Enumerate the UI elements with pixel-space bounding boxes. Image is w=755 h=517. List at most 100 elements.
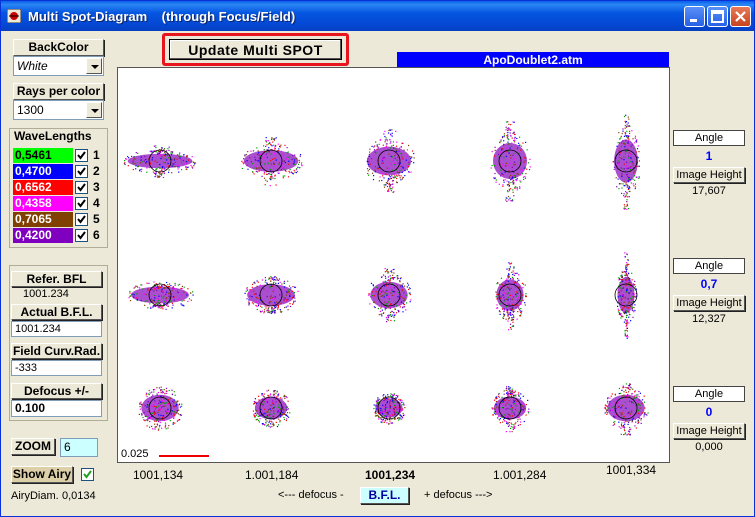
defocus-label: Defocus +/- [11,383,102,399]
bfl-position-1: 1001,134 [133,468,184,482]
close-button[interactable] [730,6,751,27]
image-height-label: Image Height [673,167,745,183]
chevron-down-icon[interactable] [86,58,102,74]
check-icon [83,470,92,479]
airy-diam-value: 0,0134 [62,490,96,502]
actual-bfl-field[interactable]: 1001.234 [11,321,102,337]
wavelength-row: 0,4200 6 [13,228,103,244]
spot-diagram-plot: 0.025 [117,67,670,463]
app-icon [7,9,21,23]
spot-diagram [123,145,197,179]
wavelength-index: 2 [93,164,100,178]
wavelength-value[interactable]: 0,6562 [13,180,73,195]
show-airy-button[interactable]: Show Airy [11,466,73,483]
maximize-button[interactable] [707,6,728,27]
show-airy-checkbox[interactable] [81,468,94,481]
check-icon [77,183,86,192]
spot-diagram [373,393,406,425]
maximize-icon [711,10,724,23]
wavelengths-group [9,128,108,248]
spot-diagram [612,114,640,210]
scale-label: 0.025 [121,448,149,460]
airy-diam-label: AiryDiam. [11,490,59,502]
scale-bar [159,455,209,457]
chevron-down-icon[interactable] [86,102,102,118]
actual-bfl-label: Actual B.F.L. [11,304,102,320]
image-height-label: Image Height [673,295,745,311]
defocus-plus-label: + defocus ---> [424,489,493,501]
wavelength-checkbox[interactable] [75,229,88,242]
bfl-position-2: 1.001,184 [245,468,299,482]
wavelength-value[interactable]: 0,7065 [13,212,73,227]
rays-per-color-value: 1300 [17,103,44,117]
angle-value: 0 [705,405,713,419]
title-bar[interactable]: Multi Spot-Diagram (through Focus/Field) [1,1,754,31]
rays-per-color-label: Rays per color [13,83,104,100]
image-height-value: 12,327 [692,313,726,325]
image-height-value: 17,607 [692,185,726,197]
wavelength-index: 1 [93,148,100,162]
refer-bfl-label: Refer. BFL [11,271,102,287]
backcolor-label: BackColor [13,39,104,56]
update-multi-spot-button[interactable]: Update Multi SPOT [162,33,349,66]
spot-diagram [366,129,415,193]
angle-label: Angle [673,258,745,274]
bfl-button[interactable]: B.F.L. [360,487,409,504]
wavelength-index: 4 [93,196,100,210]
update-multi-spot-label: Update Multi SPOT [169,39,342,60]
angle-value: 0,7 [700,277,718,291]
zoom-field[interactable]: 6 [60,438,98,457]
wavelength-row: 0,5461 1 [13,148,103,164]
bfl-position-4: 1.001,284 [493,468,547,482]
bfl-position-3: 1001,234 [365,468,416,482]
angle-value: 1 [705,149,713,163]
wavelength-row: 0,7065 5 [13,212,103,228]
wavelength-checkbox[interactable] [75,197,88,210]
window-title: Multi Spot-Diagram (through Focus/Field) [28,9,296,24]
refer-bfl-value: 1001.234 [23,288,69,300]
close-icon [735,11,746,22]
angle-label: Angle [673,386,745,402]
wavelength-checkbox[interactable] [75,213,88,226]
check-icon [77,199,86,208]
wavelength-row: 0,6562 3 [13,180,103,196]
spot-diagram [128,281,194,310]
wavelengths-label: WaveLengths [14,129,92,143]
image-height-label: Image Height [673,423,745,439]
wavelength-value[interactable]: 0,4700 [13,164,73,179]
spot-diagram [495,262,527,331]
wavelength-index: 5 [93,212,100,226]
wavelength-value[interactable]: 0,4200 [13,228,73,243]
wavelength-value[interactable]: 0,4358 [13,196,73,211]
minimize-button[interactable] [684,6,705,27]
defocus-field[interactable]: 0.100 [11,400,102,417]
spot-diagram [241,137,303,187]
check-icon [77,231,86,240]
backcolor-value: White [17,59,48,73]
spot-diagram [244,276,299,314]
spot-diagram [252,389,291,428]
wavelength-index: 3 [93,180,100,194]
zoom-button[interactable]: ZOOM [11,438,55,455]
rays-per-color-select[interactable]: 1300 [13,100,104,120]
backcolor-select[interactable]: White [13,56,104,76]
spot-diagram [491,386,530,433]
wavelength-checkbox[interactable] [75,165,88,178]
wavelength-index: 6 [93,228,100,242]
spot-diagram [614,252,638,339]
wavelength-checkbox[interactable] [75,181,88,194]
spot-diagram [368,268,412,323]
spot-diagram [604,383,649,436]
wavelength-value[interactable]: 0,5461 [13,148,73,163]
wavelength-checkbox[interactable] [75,149,88,162]
spot-diagram [490,121,531,202]
bfl-group [9,265,108,421]
minimize-icon [690,19,697,22]
bfl-position-5: 1001,334 [606,463,657,477]
spot-diagram [138,386,183,431]
field-curv-label: Field Curv.Rad. [11,343,102,359]
image-height-value: 0,000 [695,441,723,453]
field-curv-field[interactable]: -333 [11,360,102,376]
spot-diagram-canvas [123,114,649,436]
